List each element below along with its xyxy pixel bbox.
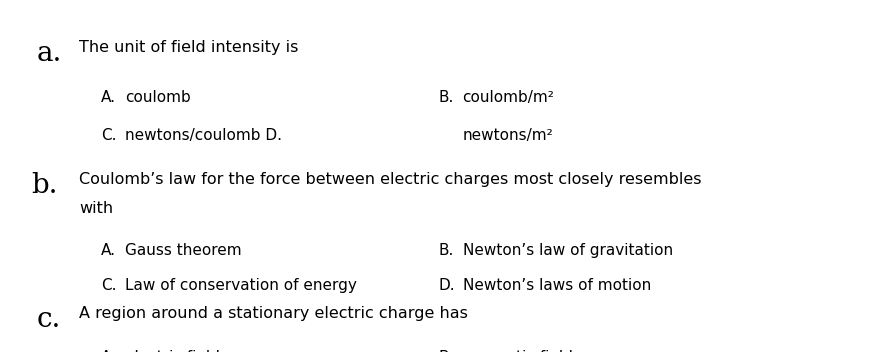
Text: Newton’s law of gravitation: Newton’s law of gravitation: [463, 243, 673, 258]
Text: D.: D.: [438, 278, 455, 293]
Text: C.: C.: [101, 128, 117, 144]
Text: B.: B.: [438, 90, 454, 105]
Text: coulomb: coulomb: [125, 90, 191, 105]
Text: B.: B.: [438, 243, 454, 258]
Text: Law of conservation of energy: Law of conservation of energy: [125, 278, 357, 293]
Text: coulomb/m²: coulomb/m²: [463, 90, 555, 105]
Text: with: with: [79, 201, 113, 216]
Text: B.: B.: [438, 350, 454, 352]
Text: Gauss theorem: Gauss theorem: [125, 243, 242, 258]
Text: A.: A.: [101, 350, 116, 352]
Text: Coulomb’s law for the force between electric charges most closely resembles: Coulomb’s law for the force between elec…: [79, 172, 702, 188]
Text: a.: a.: [37, 40, 62, 68]
Text: C.: C.: [101, 278, 117, 293]
Text: A.: A.: [101, 90, 116, 105]
Text: newtons/m²: newtons/m²: [463, 128, 554, 144]
Text: The unit of field intensity is: The unit of field intensity is: [79, 40, 298, 56]
Text: Newton’s laws of motion: Newton’s laws of motion: [463, 278, 651, 293]
Text: magnetic field: magnetic field: [463, 350, 572, 352]
Text: newtons/coulomb D.: newtons/coulomb D.: [125, 128, 282, 144]
Text: electric field: electric field: [125, 350, 220, 352]
Text: A.: A.: [101, 243, 116, 258]
Text: A region around a stationary electric charge has: A region around a stationary electric ch…: [79, 306, 468, 321]
Text: c.: c.: [37, 306, 61, 333]
Text: b.: b.: [32, 172, 58, 200]
